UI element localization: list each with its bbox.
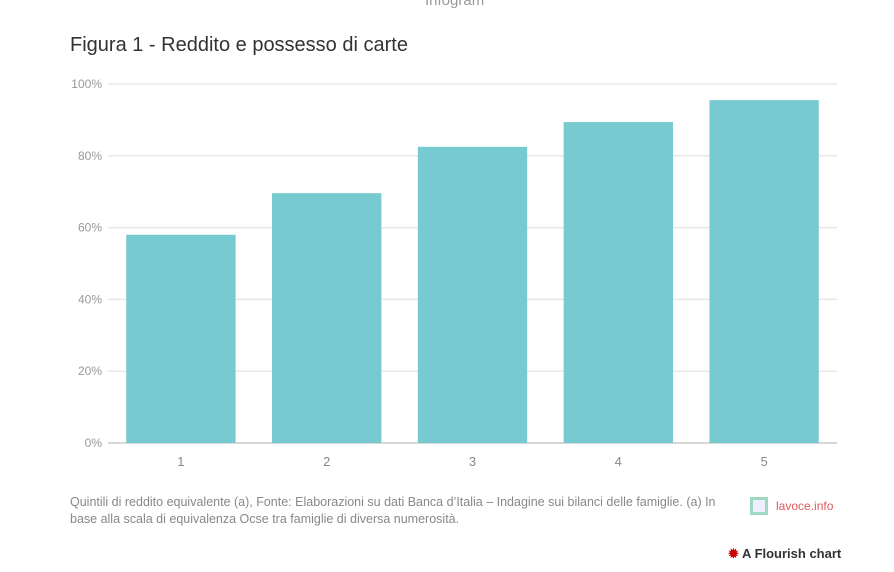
flourish-star-icon: ✹: [728, 546, 739, 561]
flourish-credit[interactable]: ✹ A Flourish chart: [728, 546, 841, 562]
x-tick-label: 5: [760, 454, 767, 469]
bar-chart: 0% 20% 40% 60% 80% 100% 1 2 3 4 5: [71, 77, 837, 469]
y-tick-label: 0%: [85, 436, 103, 450]
bar: [126, 234, 236, 443]
y-tick-label: 20%: [78, 364, 102, 378]
x-tick-label: 4: [615, 454, 622, 469]
logo-text: lavoce.info: [776, 499, 834, 513]
x-tick-label: 2: [323, 454, 330, 469]
bar: [272, 193, 382, 443]
y-tick-label: 80%: [78, 149, 102, 163]
y-tick-label: 40%: [78, 292, 102, 306]
bar: [417, 146, 528, 443]
logo-icon: [750, 497, 768, 515]
y-tick-label: 60%: [78, 221, 102, 235]
bar: [709, 100, 819, 443]
lavoce-logo[interactable]: lavoce.info: [750, 497, 833, 515]
x-tick-label: 1: [177, 454, 184, 469]
flourish-label: A Flourish chart: [742, 546, 842, 561]
infogram-label: Infogram: [425, 0, 485, 9]
y-tick-label: 100%: [71, 77, 102, 91]
bar: [563, 122, 673, 443]
chart-title: Figura 1 - Reddito e possesso di carte: [70, 34, 408, 56]
x-tick-label: 3: [469, 454, 476, 469]
chart-note: Quintili di reddito equivalente (a), Fon…: [70, 495, 716, 526]
